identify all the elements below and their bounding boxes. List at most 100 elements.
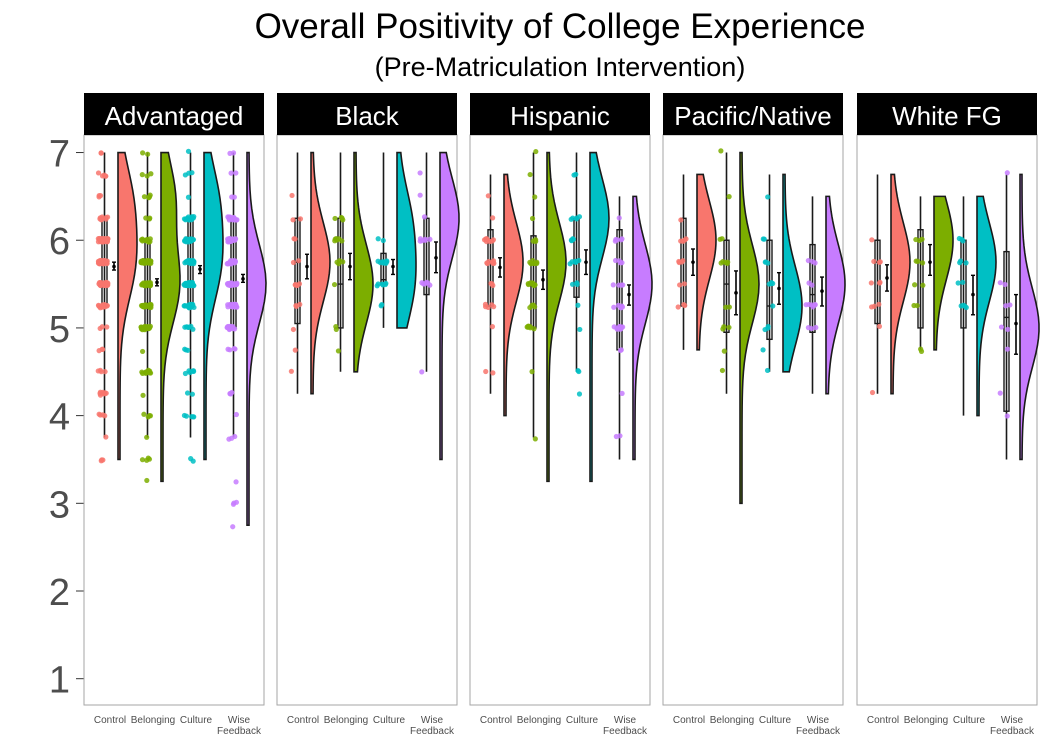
data-point — [676, 258, 682, 265]
data-point — [489, 302, 495, 308]
data-point — [225, 304, 231, 310]
data-point — [97, 215, 103, 221]
data-point — [576, 391, 583, 397]
data-point — [139, 172, 145, 178]
data-point — [726, 194, 732, 200]
x-tick-label: Culture — [566, 715, 599, 726]
density-cloud — [976, 195, 997, 417]
data-point — [876, 301, 882, 307]
data-point — [957, 258, 964, 264]
data-point — [104, 214, 111, 220]
x-tick-label: Belonging — [324, 715, 368, 726]
x-tick-label: Feedback — [796, 726, 841, 737]
y-tick-label: 1 — [49, 660, 70, 702]
data-point — [721, 348, 727, 354]
data-point — [868, 280, 874, 286]
data-point — [419, 369, 425, 375]
data-point — [482, 304, 489, 310]
x-tick-label: Feedback — [990, 726, 1035, 737]
data-point — [332, 215, 338, 222]
condition-group — [417, 151, 460, 461]
panel-border — [276, 134, 458, 706]
data-point — [100, 391, 106, 397]
density-cloud — [503, 173, 524, 417]
chart-subtitle: (Pre-Matriculation Intervention) — [375, 52, 746, 82]
data-point — [141, 411, 147, 417]
y-tick-label: 2 — [49, 572, 70, 614]
data-point — [99, 239, 106, 245]
density-cloud — [782, 173, 803, 373]
data-point — [97, 325, 103, 332]
data-point — [809, 325, 815, 332]
data-point — [576, 257, 582, 264]
data-point — [233, 411, 240, 418]
data-point — [181, 216, 188, 222]
data-point — [375, 258, 381, 264]
data-point — [144, 236, 150, 242]
data-point — [1004, 170, 1010, 176]
data-point — [532, 194, 538, 200]
data-point — [530, 282, 536, 288]
data-point — [719, 367, 726, 374]
x-tick-label: Wise — [807, 715, 830, 726]
data-point — [189, 391, 195, 397]
data-point — [726, 324, 732, 331]
data-point — [871, 258, 877, 265]
data-point — [527, 171, 533, 178]
data-point — [806, 280, 812, 286]
data-point — [380, 237, 386, 244]
condition-group — [868, 173, 911, 396]
density-cloud — [825, 195, 846, 395]
mean-point — [541, 277, 545, 282]
data-point — [185, 148, 192, 154]
data-point — [718, 260, 724, 266]
mean-point — [434, 255, 438, 260]
data-point — [184, 390, 191, 396]
data-point — [869, 304, 875, 310]
data-point — [417, 192, 423, 198]
data-point — [339, 238, 345, 244]
data-point — [185, 259, 191, 265]
x-tick-label: Feedback — [603, 726, 648, 737]
data-point — [380, 282, 386, 288]
data-point — [182, 302, 188, 309]
mean-point — [241, 277, 245, 281]
box-iqr — [766, 239, 773, 341]
mean-point — [820, 289, 824, 293]
panel-border — [469, 134, 651, 706]
data-point — [104, 281, 111, 287]
data-point — [574, 281, 580, 287]
data-point — [226, 217, 233, 223]
data-point — [189, 216, 195, 222]
data-point — [963, 304, 969, 311]
data-point — [760, 347, 766, 353]
data-point — [144, 173, 150, 179]
x-tick-label: Control — [480, 715, 512, 726]
data-point — [229, 304, 235, 310]
data-point — [227, 391, 233, 397]
box-iqr — [917, 229, 924, 329]
data-point — [575, 302, 581, 308]
mean-point — [348, 264, 352, 269]
condition-group — [524, 148, 567, 483]
data-point — [139, 369, 145, 375]
data-point — [333, 326, 339, 333]
data-point — [103, 259, 110, 265]
data-point — [485, 193, 491, 199]
data-point — [140, 392, 146, 398]
data-point — [97, 367, 103, 373]
facet-label: Hispanic — [510, 101, 610, 131]
y-axis: 1 2 3 4 5 6 7 — [49, 134, 84, 702]
data-point — [230, 217, 236, 223]
data-point — [191, 414, 197, 420]
x-tick-label: Culture — [759, 715, 792, 726]
data-point — [576, 368, 582, 375]
data-point — [616, 215, 622, 221]
data-point — [188, 456, 194, 462]
x-tick-label: Feedback — [217, 726, 262, 737]
data-point — [139, 457, 146, 463]
data-point — [533, 148, 539, 155]
data-point — [146, 413, 153, 419]
x-tick-label: Control — [673, 715, 705, 726]
